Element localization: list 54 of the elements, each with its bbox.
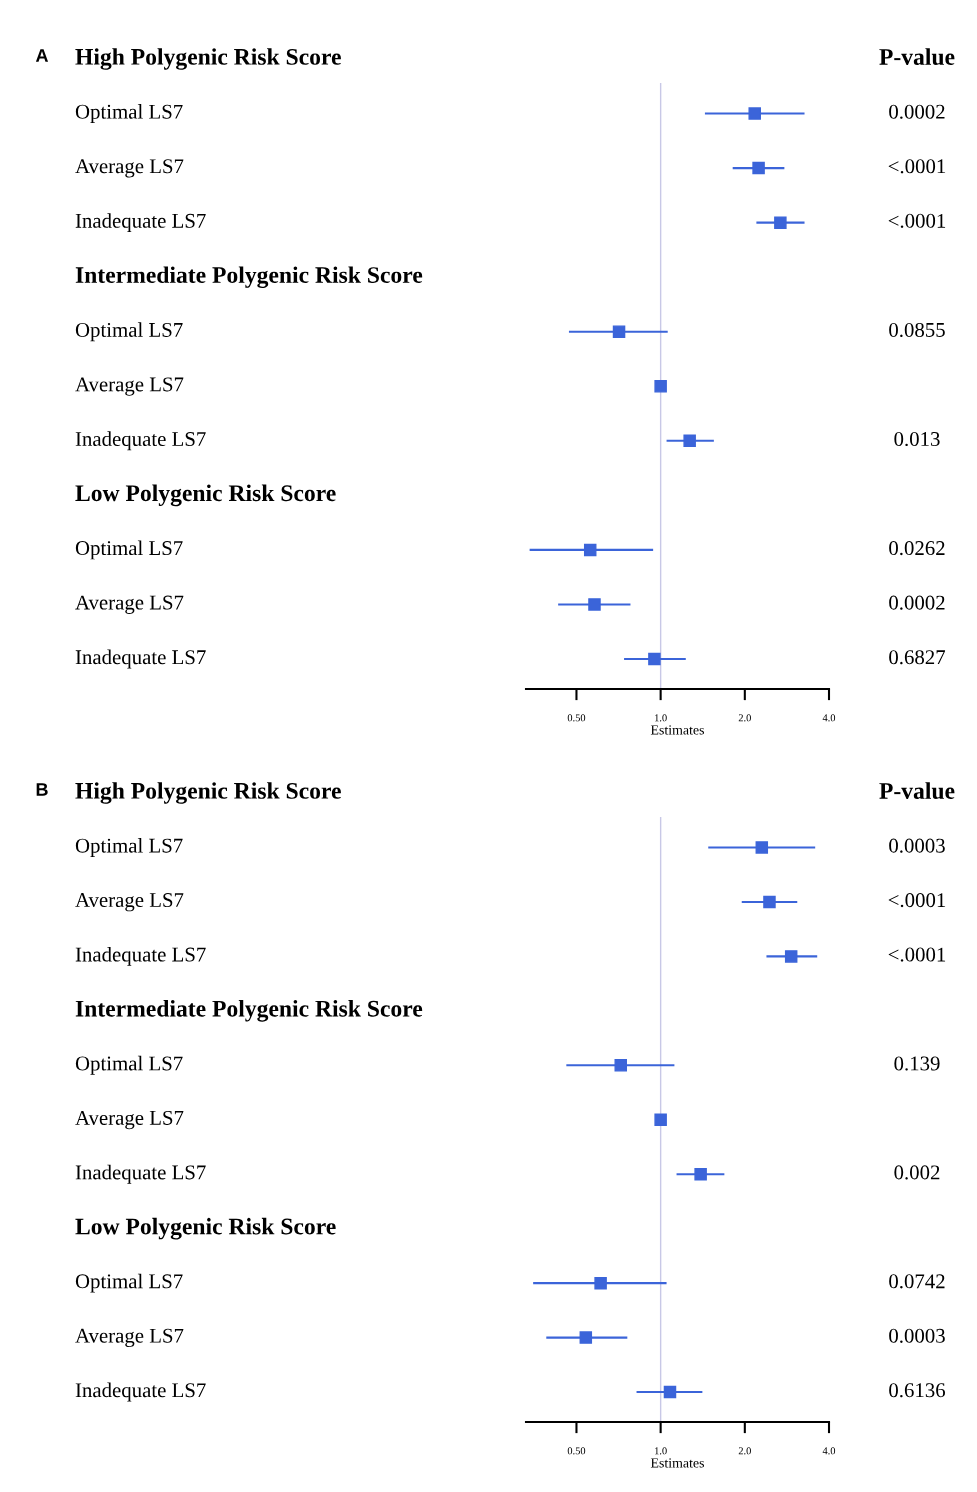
- x-tick-label: 1.0: [655, 1447, 667, 1455]
- y-tick-label: Optimal LS7: [75, 1055, 183, 1075]
- y2-tick-label: 0.013: [894, 431, 940, 447]
- y2-tick-label: 0.0002: [889, 595, 945, 610]
- y2-tick-label: P-value: [879, 782, 955, 799]
- x-axis-title: Estimates: [650, 725, 704, 735]
- y-tick-label: Low Polygenic Risk Score: [75, 1217, 336, 1240]
- y-tick-label: Average LS7: [75, 1110, 184, 1130]
- x-tick-label: 0.50: [567, 1447, 586, 1455]
- x-tick-label: 2.0: [738, 714, 751, 722]
- y-tick-label: Optimal LS7: [75, 1273, 183, 1293]
- y2-tick-label: <.0001: [888, 893, 946, 908]
- text: A: [35, 49, 49, 62]
- y-tick-label: High Polygenic Risk Score: [75, 48, 341, 70]
- x-tick-label: 4.0: [822, 1447, 836, 1455]
- y-tick-label: Average LS7: [75, 159, 184, 178]
- y-tick-label: Average LS7: [75, 595, 184, 614]
- y-tick-label: Optimal LS7: [75, 540, 183, 560]
- x-tick-label: 0.50: [567, 714, 586, 722]
- y-tick-label: High Polygenic Risk Score: [75, 782, 341, 804]
- y2-tick-label: 0.0003: [889, 838, 945, 853]
- y2-tick-label: 0.6827: [889, 650, 946, 665]
- y-tick-label: Inadequate LS7: [75, 649, 206, 669]
- y2-tick-label: 0.139: [894, 1056, 940, 1071]
- y2-tick-label: 0.002: [894, 1165, 940, 1180]
- x-tick-label: 4.0: [822, 714, 836, 722]
- y-tick-label: Average LS7: [75, 893, 184, 912]
- y2-tick-label: 0.6136: [889, 1383, 946, 1398]
- y-tick-label: Inadequate LS7: [75, 213, 206, 233]
- y-tick-label: Average LS7: [75, 1328, 184, 1348]
- y-tick-label: Intermediate Polygenic Risk Score: [75, 1000, 423, 1022]
- y2-tick-label: <.0001: [888, 213, 946, 228]
- y-tick-label: Optimal LS7: [75, 104, 183, 123]
- y-tick-label: Average LS7: [75, 377, 184, 396]
- y2-tick-label: <.0001: [888, 947, 946, 962]
- y-tick-label: Inadequate LS7: [75, 946, 206, 966]
- x-axis-title: Estimates: [650, 1458, 704, 1468]
- y2-tick-label: P-value: [879, 48, 955, 65]
- y2-tick-label: 0.0003: [889, 1328, 945, 1343]
- y-tick-label: Low Polygenic Risk Score: [75, 484, 336, 507]
- y-tick-label: Intermediate Polygenic Risk Score: [75, 266, 423, 288]
- y-tick-label: Optimal LS7: [75, 838, 183, 857]
- y-tick-label: Inadequate LS7: [75, 431, 206, 451]
- y-tick-label: Optimal LS7: [75, 322, 183, 342]
- y-tick-label: Inadequate LS7: [75, 1382, 206, 1402]
- y2-tick-label: 0.0742: [889, 1274, 945, 1289]
- y2-tick-label: 0.0262: [889, 541, 945, 556]
- y2-tick-label: 0.0002: [889, 104, 945, 119]
- x-tick-label: 2.0: [738, 1447, 751, 1455]
- y2-tick-label: 0.0855: [889, 322, 945, 338]
- y2-tick-label: <.0001: [888, 159, 946, 174]
- y-tick-label: Inadequate LS7: [75, 1164, 206, 1184]
- text: B: [36, 783, 48, 796]
- x-tick-label: 1.0: [655, 714, 667, 722]
